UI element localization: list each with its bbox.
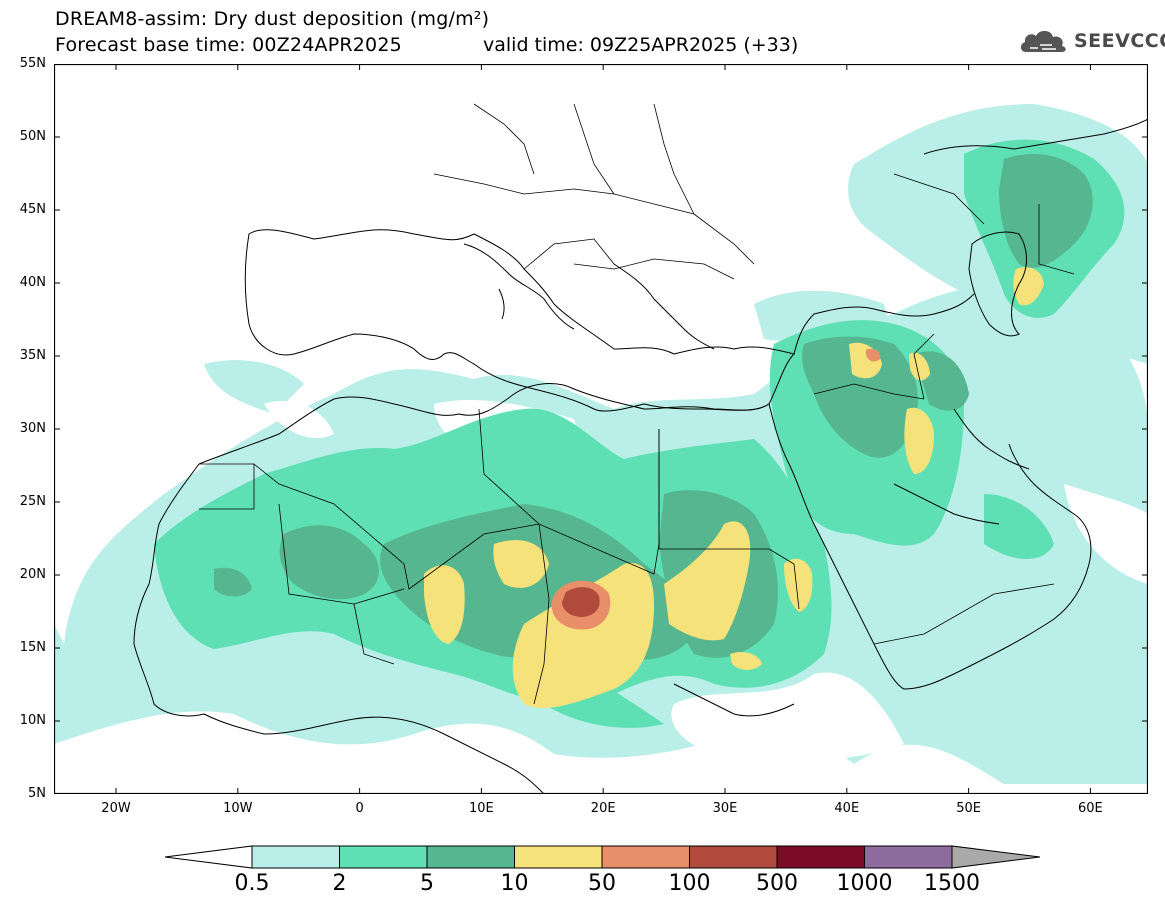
colorbar-label: 5 [420,871,434,896]
lat-tick-label: 55N [19,56,46,71]
lon-tick-label: 0 [355,801,364,816]
coastlines [133,118,1148,794]
colorbar-label: 50 [588,871,616,896]
colorbar-swatch [776,845,865,869]
colorbar-label: 0.5 [235,871,270,896]
logo-text: SEEVCCC [1074,30,1165,52]
lon-tick-label: 10E [469,801,494,816]
seevccc-logo: SEEVCCC [1018,26,1165,56]
colorbar-swatch [251,845,340,869]
lat-tick-label: 15N [19,640,46,655]
lon-tick-label: 20W [101,801,131,816]
lon-tick-label: 60E [1078,801,1103,816]
colorbar-label: 100 [669,871,711,896]
lat-tick-label: 20N [19,567,46,582]
map-frame [54,64,1148,794]
lat-tick-label: 35N [19,348,46,363]
colorbar-label: 500 [756,871,798,896]
lat-tick-label: 40N [19,275,46,290]
cloud-logo-icon [1020,30,1066,52]
colorbar-label: 10 [501,871,529,896]
colorbar-label: 1000 [837,871,893,896]
lat-tick-label: 5N [28,786,46,801]
forecast-base-time: Forecast base time: 00Z24APR2025 [55,34,402,56]
dust-level-10 [424,267,1044,709]
colorbar-swatch [339,845,428,869]
colorbar-label: 2 [333,871,347,896]
colorbar-swatch [864,845,953,869]
lon-tick-label: 10W [223,801,253,816]
colorbar-over-arrow [951,845,1041,869]
lon-tick-label: 30E [712,801,738,816]
lon-tick-label: 50E [956,801,981,816]
dust-field [54,64,1148,794]
colorbar-swatch [426,845,515,869]
colorbar: 0.5 2 5 10 50 100 500 1000 1500 [164,845,1041,896]
borders [199,103,1075,705]
map-title: DREAM8-assim: Dry dust deposition (mg/m²… [55,8,490,30]
lat-tick-label: 50N [19,129,46,144]
lat-tick-label: 30N [19,421,46,436]
lat-tick-label: 10N [19,713,46,728]
colorbar-swatch [601,845,690,869]
lat-tick-label: 45N [19,202,46,217]
lat-tick-label: 25N [19,494,46,509]
colorbar-under-arrow [164,845,253,869]
lon-tick-label: 40E [834,801,860,816]
valid-time: valid time: 09Z25APR2025 (+33) [483,34,799,56]
lon-tick-label: 20E [590,801,616,816]
colorbar-label: 1500 [924,871,980,896]
colorbar-swatch [514,845,603,869]
dust-map [54,64,1148,794]
dust-level-100 [562,587,600,617]
colorbar-swatch [689,845,778,869]
